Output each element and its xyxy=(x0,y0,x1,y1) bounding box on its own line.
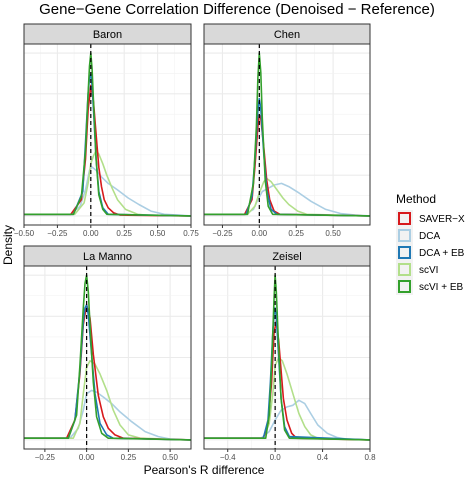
x-tick-label: 0.50 xyxy=(325,229,341,238)
x-tick-label: −0.50 xyxy=(14,229,35,238)
legend-label: DCA + EB xyxy=(419,248,465,259)
x-tick-label: 0.25 xyxy=(121,453,137,462)
facet-la-manno: La Manno −0.25 0.00 0.25 0.50 xyxy=(23,245,192,462)
legend-key xyxy=(398,212,411,225)
x-tick-label: 0.00 xyxy=(83,229,99,238)
x-tick-label: 0.50 xyxy=(162,453,178,462)
x-tick-label: −0.4 xyxy=(220,453,236,462)
density-curve-dca xyxy=(24,360,192,441)
x-tick-label: −0.25 xyxy=(35,453,56,462)
legend-title: Method xyxy=(396,192,436,206)
legend-key-background xyxy=(396,244,413,261)
facet-strip-label: Zeisel xyxy=(272,251,301,263)
panel-border xyxy=(203,43,371,226)
chart-title: Gene−Gene Correlation Difference (Denois… xyxy=(39,1,435,18)
x-axis-title: Pearson's R difference xyxy=(144,463,265,477)
facet-strip-label: Chen xyxy=(274,29,300,41)
legend-entry-saver-x: SAVER−X xyxy=(396,210,465,227)
facet-baron: Baron −0.50 −0.25 0.00 0.25 0.50 0.75 xyxy=(14,23,199,238)
x-tick-label: 0.0 xyxy=(270,453,282,462)
panel-border xyxy=(203,265,371,450)
density-curve-scvi-eb xyxy=(204,52,371,217)
legend-key xyxy=(398,229,411,242)
panel-border xyxy=(23,43,192,226)
gridlines xyxy=(204,266,371,449)
x-tick-label: 0.00 xyxy=(252,229,268,238)
density-curve-scvi-eb xyxy=(24,52,192,217)
legend-key-background xyxy=(396,210,413,227)
legend-key-background xyxy=(396,278,413,295)
density-curve-dca xyxy=(204,177,371,217)
legend-label: scVI + EB xyxy=(419,282,464,293)
facet-strip-label: La Manno xyxy=(83,251,132,263)
legend-label: scVI xyxy=(419,265,438,276)
density-curve-scvi xyxy=(24,304,192,441)
density-curve-dca xyxy=(24,150,192,217)
x-tick-label: −0.25 xyxy=(212,229,233,238)
density-curve-saver-x xyxy=(204,399,371,441)
density-curve-scvi-eb xyxy=(24,274,192,441)
density-curve-dca xyxy=(204,356,371,441)
x-tick-label: 0.50 xyxy=(150,229,166,238)
facet-strip-label: Baron xyxy=(93,29,122,41)
legend-entry-dca: DCA xyxy=(396,227,440,244)
gridlines xyxy=(24,266,191,449)
legend-key xyxy=(398,263,411,276)
legend-key xyxy=(398,280,411,293)
legend-label: DCA xyxy=(419,231,440,242)
x-tick-label: 0.75 xyxy=(183,229,199,238)
legend-entry-scvi: scVI xyxy=(396,261,438,278)
legend-key-background xyxy=(396,261,413,278)
legend-entry-dca-eb: DCA + EB xyxy=(396,244,465,261)
legend-key xyxy=(398,246,411,259)
panel-border xyxy=(23,265,192,450)
facet-zeisel: Zeisel −0.4 0.0 0.4 0.8 xyxy=(203,245,376,462)
x-tick-label: 0.25 xyxy=(116,229,132,238)
x-tick-label: 0.4 xyxy=(317,453,329,462)
legend-label: SAVER−X xyxy=(419,214,465,225)
y-axis-title: Density xyxy=(1,225,15,265)
x-tick-label: −0.25 xyxy=(47,229,68,238)
facet-panels: Baron −0.50 −0.25 0.00 0.25 0.50 0.75 Chen −0.25… xyxy=(14,23,376,462)
x-tick-label: 0.8 xyxy=(364,453,376,462)
x-tick-label: 0.00 xyxy=(79,453,95,462)
x-tick-label: 0.25 xyxy=(288,229,304,238)
facet-chen: Chen −0.25 0.00 0.25 0.50 xyxy=(203,23,371,238)
legend: Method SAVER−X DCA DCA + EB scVI scVI + EB xyxy=(396,192,465,295)
legend-key-background xyxy=(396,227,413,244)
legend-entry-scvi-eb: scVI + EB xyxy=(396,278,464,295)
density-curve-saver-x xyxy=(24,166,192,217)
